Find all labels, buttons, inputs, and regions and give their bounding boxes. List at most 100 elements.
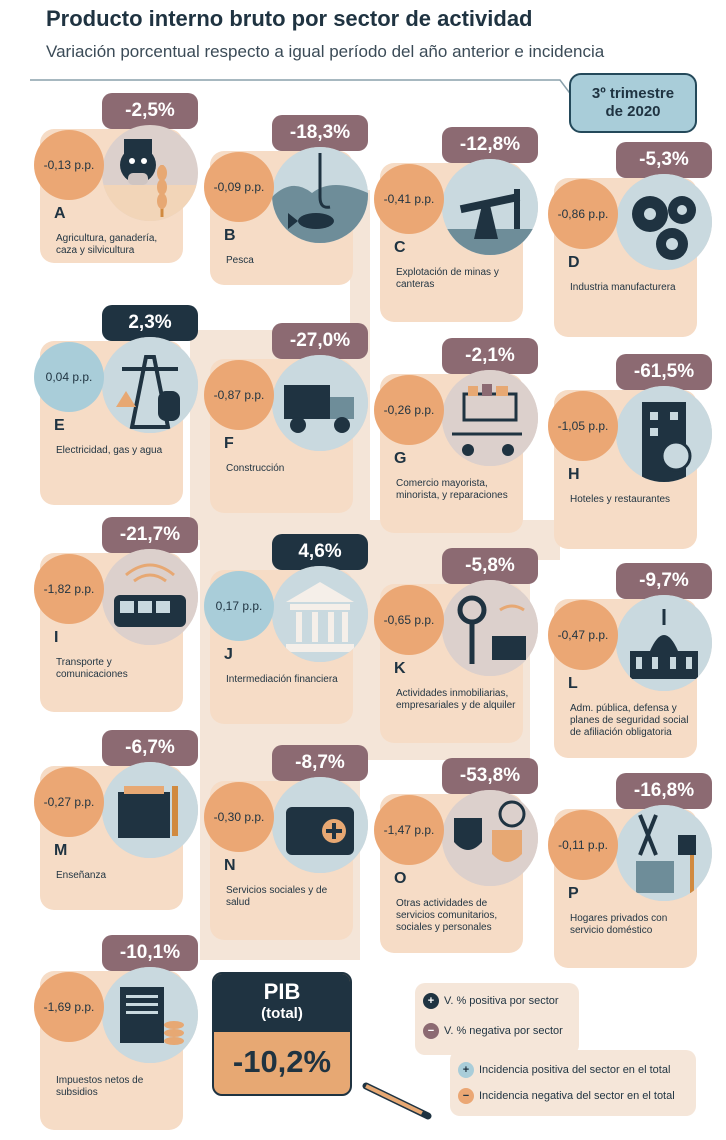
legend-negative-incidence: − Incidencia negativa del sector en el to… xyxy=(458,1088,675,1104)
incidence-label: -0,41 p.p. xyxy=(374,164,444,234)
sector-name: Otras actividades de servicios comunitar… xyxy=(396,898,498,933)
sector-card: -6,7% -0,27 p.p. M Enseñanza xyxy=(18,730,198,910)
variation-label: -16,8% xyxy=(616,773,712,809)
legend-incidence: + Incidencia positiva del sector en el to… xyxy=(450,1050,696,1116)
sector-letter: C xyxy=(394,239,406,256)
sector-card: -10,1% -1,69 p.p. Impuestos netos de subsi… xyxy=(18,935,198,1130)
sector-card: -16,8% -0,11 p.p. P Hogares privados con se… xyxy=(532,773,712,968)
sector-card: -21,7% -1,82 p.p. I Transporte y comunicaci… xyxy=(18,517,198,712)
variation-label: 4,6% xyxy=(272,534,368,570)
sector-name: Explotación de minas y canteras xyxy=(396,267,499,290)
pib-title: PIB xyxy=(263,979,301,1004)
medical-kit-icon xyxy=(272,777,368,873)
legend-positive-incidence: + Incidencia positiva del sector en el to… xyxy=(458,1062,670,1078)
incidence-label: 0,17 p.p. xyxy=(204,571,274,641)
sector-name: Transporte y comunicaciones xyxy=(56,657,128,680)
minus-icon: − xyxy=(458,1088,474,1104)
bank-icon xyxy=(272,566,368,662)
sector-name: Pesca xyxy=(226,255,254,266)
sector-name: Enseñanza xyxy=(56,870,107,881)
tax-document-icon xyxy=(102,967,198,1063)
sector-letter: H xyxy=(568,466,580,483)
incidence-label: -1,69 p.p. xyxy=(34,972,104,1042)
variation-label: -10,1% xyxy=(102,935,198,971)
sector-letter: E xyxy=(54,417,65,434)
variation-label: -27,0% xyxy=(272,323,368,359)
variation-label: -9,7% xyxy=(616,563,712,599)
sector-card: 2,3% 0,04 p.p. E Electricidad, gas y agua xyxy=(18,305,198,505)
sector-card: -9,7% -0,47 p.p. L Adm. pública, defensa y … xyxy=(532,563,712,758)
cleaning-icon xyxy=(616,805,712,901)
incidence-label: -0,87 p.p. xyxy=(204,360,274,430)
pib-total-box: PIB (total) -10,2% xyxy=(212,972,352,1096)
books-icon xyxy=(102,762,198,858)
variation-label: -6,7% xyxy=(102,730,198,766)
sector-card: -5,3% -0,86 p.p. D Industria manufacturera xyxy=(532,142,712,337)
sector-letter: N xyxy=(224,857,236,874)
power-tower-icon xyxy=(102,337,198,433)
sector-card: -12,8% -0,41 p.p. C Explotación de minas y … xyxy=(358,127,538,322)
sector-card: -27,0% -0,87 p.p. F Construcción xyxy=(188,323,368,513)
incidence-label: -1,47 p.p. xyxy=(374,795,444,865)
legend-variation: + V. % positiva por sector − V. % negativa… xyxy=(415,983,579,1055)
truck-icon xyxy=(272,355,368,451)
theater-icon xyxy=(442,790,538,886)
sector-name: Intermediación financiera xyxy=(226,674,338,685)
sector-card: -2,5% -0,13 p.p. A Agricultura, ganadería, … xyxy=(18,93,198,263)
sector-name: Adm. pública, defensa y planes de seguri… xyxy=(570,703,689,738)
variation-label: -61,5% xyxy=(616,354,712,390)
sector-letter: A xyxy=(54,205,66,222)
sector-letter: D xyxy=(568,254,580,271)
oil-pump-icon xyxy=(442,159,538,255)
incidence-label: -0,27 p.p. xyxy=(34,767,104,837)
legend-negative-variation: − V. % negativa por sector xyxy=(423,1023,563,1039)
pib-subtitle: (total) xyxy=(261,1005,303,1022)
sector-letter: L xyxy=(568,675,578,692)
sector-card: -8,7% -0,30 p.p. N Servicios sociales y de … xyxy=(188,745,368,940)
sector-letter: J xyxy=(224,646,233,663)
sector-card: -5,8% -0,65 p.p. K Actividades inmobiliaria… xyxy=(358,548,538,743)
gears-icon xyxy=(616,174,712,270)
incidence-label: -0,26 p.p. xyxy=(374,375,444,445)
plus-icon: + xyxy=(458,1062,474,1078)
variation-label: 2,3% xyxy=(102,305,198,341)
variation-label: -53,8% xyxy=(442,758,538,794)
page-title: Producto interno bruto por sector de act… xyxy=(46,6,533,31)
pib-variation: -10,2% xyxy=(232,1044,332,1079)
cow-wheat-icon xyxy=(102,125,198,221)
sector-letter: M xyxy=(54,842,68,859)
legend-positive-variation: + V. % positiva por sector xyxy=(423,993,559,1009)
sector-name: Servicios sociales y de salud xyxy=(226,885,328,908)
sector-name: Industria manufacturera xyxy=(570,282,676,293)
sector-name: Agricultura, ganadería, caza y silvicult… xyxy=(56,233,158,256)
key-icon xyxy=(442,580,538,676)
sector-letter: F xyxy=(224,435,234,452)
sector-name: Actividades inmobiliarias, empresariales… xyxy=(396,688,516,711)
incidence-label: -0,30 p.p. xyxy=(204,782,274,852)
incidence-label: -1,05 p.p. xyxy=(548,391,618,461)
incidence-label: -0,13 p.p. xyxy=(34,130,104,200)
bus-icon xyxy=(102,549,198,645)
variation-label: -21,7% xyxy=(102,517,198,553)
incidence-label: -0,47 p.p. xyxy=(548,600,618,670)
variation-label: -2,5% xyxy=(102,93,198,129)
incidence-label: -0,09 p.p. xyxy=(204,152,274,222)
sector-name: Construcción xyxy=(226,463,285,474)
period-badge: 3º trimestre de 2020 xyxy=(569,73,697,133)
sector-card: 4,6% 0,17 p.p. J Intermediación financiera xyxy=(188,534,368,724)
incidence-label: -0,86 p.p. xyxy=(548,179,618,249)
sector-letter: B xyxy=(224,227,236,244)
variation-label: -2,1% xyxy=(442,338,538,374)
incidence-label: -0,11 p.p. xyxy=(548,810,618,880)
variation-label: -5,8% xyxy=(442,548,538,584)
variation-label: -5,3% xyxy=(616,142,712,178)
minus-icon: − xyxy=(423,1023,439,1039)
hotel-icon xyxy=(616,386,712,482)
page-subtitle: Variación porcentual respecto a igual pe… xyxy=(46,42,605,61)
sector-name: Electricidad, gas y agua xyxy=(56,445,163,456)
sector-name: Hoteles y restaurantes xyxy=(570,494,671,505)
sector-letter: K xyxy=(394,660,406,677)
sector-letter: P xyxy=(568,885,579,902)
sector-letter: O xyxy=(394,870,407,887)
sector-card: -18,3% -0,09 p.p. B Pesca xyxy=(188,115,368,285)
